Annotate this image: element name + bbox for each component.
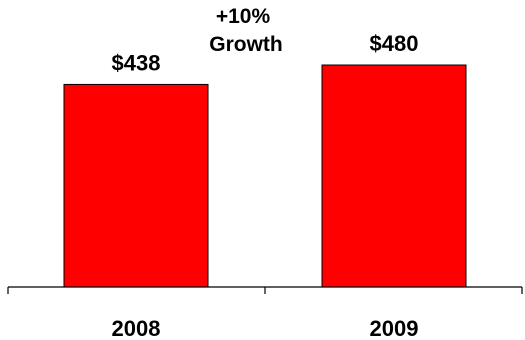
value-label-2009: $480 xyxy=(370,31,419,56)
value-labels-group: $438 $480 xyxy=(112,31,419,75)
bar-2008 xyxy=(63,83,209,288)
growth-annotation-line-2: Growth xyxy=(209,33,283,56)
category-label-2008: 2008 xyxy=(112,316,161,340)
value-label-2008: $438 xyxy=(112,50,161,75)
bars-group xyxy=(63,64,467,288)
growth-annotation: +10% Growth xyxy=(209,5,283,56)
bar-2009 xyxy=(321,64,467,288)
x-axis-ticks xyxy=(7,287,523,294)
category-labels-group: 2008 2009 xyxy=(112,316,419,340)
growth-annotation-line-1: +10% xyxy=(216,5,271,28)
category-label-2009: 2009 xyxy=(370,316,419,340)
